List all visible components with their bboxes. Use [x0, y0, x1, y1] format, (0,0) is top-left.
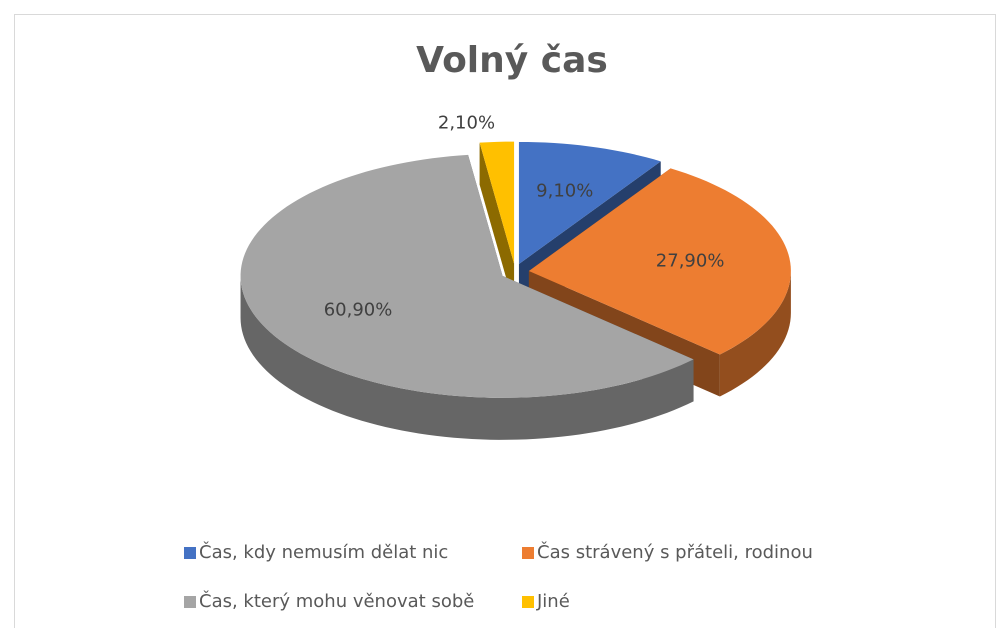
slice — [528, 168, 791, 355]
legend-swatch — [184, 596, 196, 608]
legend-swatch — [522, 596, 534, 608]
legend-swatch — [184, 547, 196, 559]
slice — [518, 141, 661, 264]
legend-label: Čas strávený s přáteli, rodinou — [537, 541, 813, 563]
data-label: 2,10% — [438, 113, 495, 134]
slice — [479, 141, 515, 264]
slice-side — [240, 275, 694, 440]
data-label: 9,10% — [536, 180, 593, 201]
legend-swatch — [522, 547, 534, 559]
slice-wall — [479, 142, 515, 306]
slice — [240, 154, 694, 398]
legend-label: Čas, který mohu věnovat sobě — [199, 590, 474, 612]
slice-side — [719, 270, 791, 397]
legend-label: Čas, kdy nemusím dělat nic — [199, 541, 448, 563]
chart-border — [14, 14, 996, 628]
data-label: 60,90% — [324, 299, 393, 320]
chart-title: Volný čas — [416, 40, 608, 81]
legend-label: Jiné — [536, 591, 570, 612]
data-label: 27,90% — [656, 251, 725, 272]
